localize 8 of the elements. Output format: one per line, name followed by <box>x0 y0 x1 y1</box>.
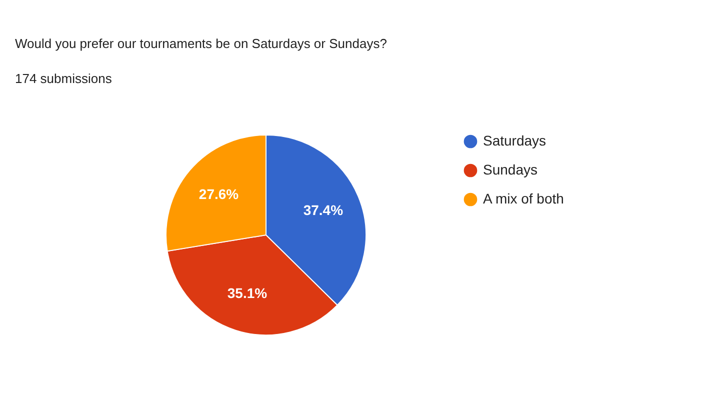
chart-subtitle: 174 submissions <box>15 71 112 86</box>
data-label: 27.6% <box>198 186 240 202</box>
legend-label: Saturdays <box>483 132 546 148</box>
legend-label: A mix of both <box>483 190 564 206</box>
chart-title: Would you prefer our tournaments be on Saturdays or Sundays? <box>15 36 387 51</box>
data-label: 35.1% <box>227 285 268 302</box>
data-label: 37.4% <box>303 202 344 218</box>
legend-label: Sundays <box>483 162 538 178</box>
